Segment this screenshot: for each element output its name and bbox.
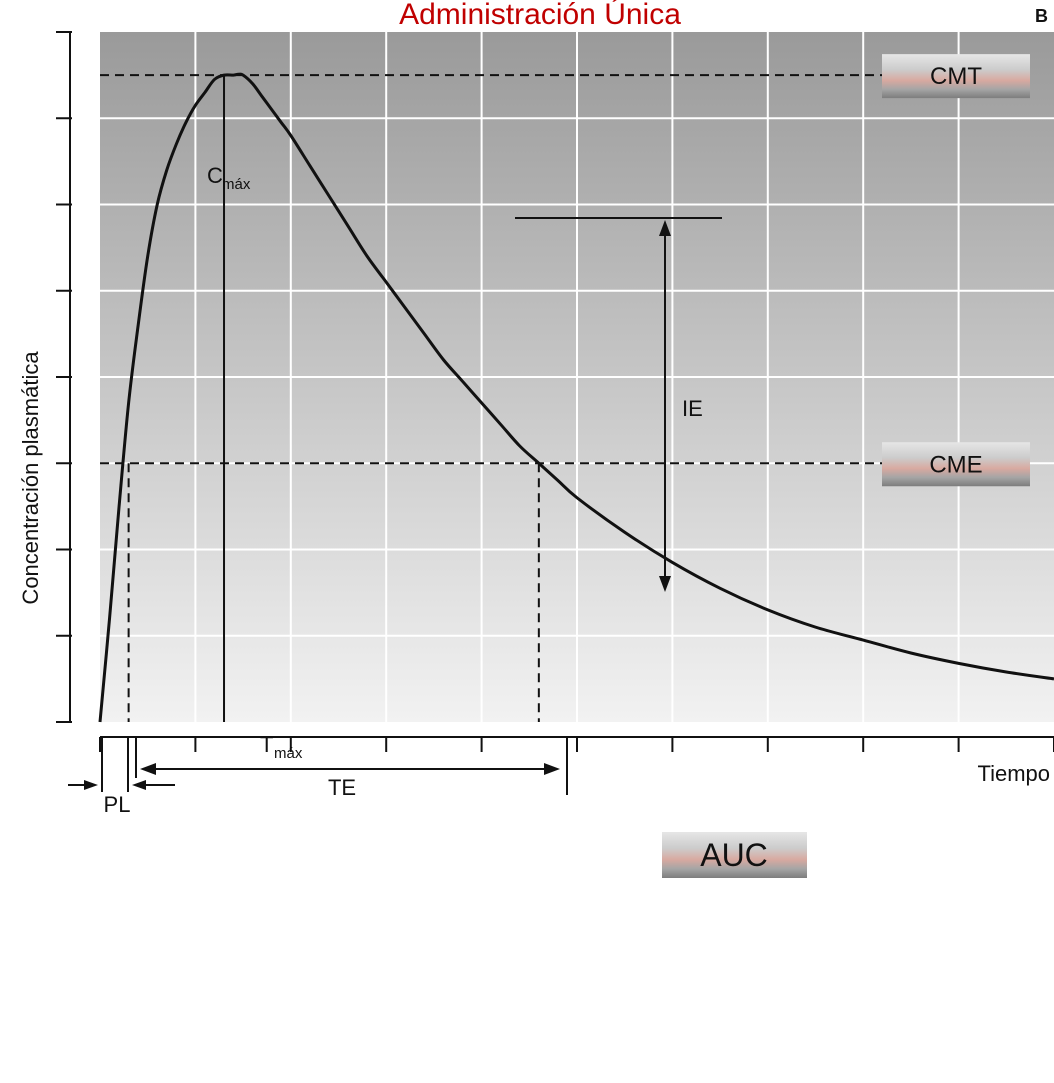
ie-arrow-down [659, 576, 671, 592]
x-axis-ticks [99, 737, 1054, 752]
cmax-label-main: C [207, 163, 223, 188]
chart-title: Administración Única [399, 0, 681, 31]
panel-letter: B [1035, 6, 1048, 26]
tmax-label-sub: máx [274, 745, 303, 762]
concentration-curve [98, 72, 1054, 723]
reference-badge-label: CME [929, 451, 982, 478]
guide-lines [127, 74, 540, 722]
cmax-label-sub: máx [222, 176, 251, 193]
te-arrow-left [140, 763, 156, 775]
reference-lines: CMT CME [100, 54, 1030, 487]
tmax-label: T máx [260, 732, 303, 762]
tmax-label-main: T [260, 732, 273, 757]
te-label: TE [328, 775, 356, 800]
pl-arrow-left [132, 780, 146, 790]
pl-arrow-right [84, 780, 98, 790]
te-arrow-right [544, 763, 560, 775]
auc-label: AUC [700, 837, 768, 873]
auc-badge-bg [662, 832, 807, 878]
pl-label: PL [104, 792, 131, 817]
reference-badge-label: CMT [930, 63, 982, 90]
te-annotation: TE [135, 737, 568, 800]
grid-lines [100, 32, 1054, 722]
reference-badge-bg [882, 442, 1030, 487]
pl-annotation: PL [68, 737, 175, 817]
ie-arrow-up [659, 220, 671, 236]
y-axis-label: Concentración plasmática [18, 351, 43, 605]
auc-badge: AUC [662, 832, 807, 878]
reference-line-cme: CME [100, 442, 1030, 487]
reference-line-cmt: CMT [100, 54, 1030, 99]
x-axis-label: Tiempo [977, 761, 1050, 786]
ie-label: IE [682, 396, 703, 421]
reference-badge-bg [882, 54, 1030, 99]
y-axis-ticks [56, 31, 72, 723]
cmax-label: C máx [207, 163, 251, 193]
ie-annotation: IE [515, 217, 722, 592]
